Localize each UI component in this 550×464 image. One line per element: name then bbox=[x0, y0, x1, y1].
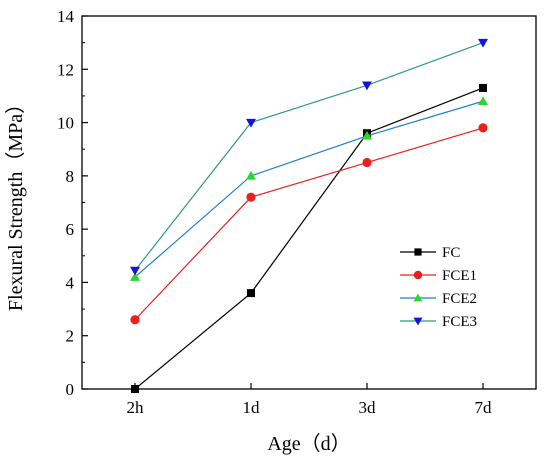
series-fce1 bbox=[130, 123, 488, 325]
legend-item: FCE1 bbox=[400, 268, 477, 284]
y-tick-label: 14 bbox=[57, 7, 75, 26]
data-point bbox=[130, 272, 140, 281]
legend-label: FCE1 bbox=[442, 268, 477, 284]
series-group bbox=[130, 38, 488, 393]
legend-item: FCE2 bbox=[400, 291, 477, 307]
legend: FC FCE1 FCE2 FCE3 bbox=[400, 245, 477, 330]
data-point bbox=[130, 315, 140, 325]
plot-frame bbox=[81, 15, 537, 390]
legend-item: FC bbox=[400, 245, 460, 261]
series-line bbox=[134, 87, 484, 390]
legend-label: FC bbox=[442, 245, 460, 261]
x-axis-ticks: 2h 1d 3d 7d bbox=[127, 383, 493, 417]
legend-label: FCE3 bbox=[442, 314, 477, 330]
data-point bbox=[131, 385, 139, 393]
data-point bbox=[362, 81, 372, 91]
y-tick-label: 2 bbox=[66, 327, 75, 346]
data-point bbox=[479, 83, 487, 92]
y-tick-label: 10 bbox=[57, 114, 74, 133]
legend-marker bbox=[413, 270, 423, 280]
data-point bbox=[478, 38, 488, 48]
y-axis-ticks: 0 2 4 6 8 10 12 14 bbox=[57, 7, 88, 399]
axes bbox=[81, 15, 537, 390]
data-point bbox=[130, 266, 140, 276]
series-fce3 bbox=[130, 38, 488, 276]
series-line bbox=[134, 127, 484, 321]
data-point bbox=[247, 289, 255, 298]
x-tick-label: 3d bbox=[359, 398, 377, 417]
x-tick-label: 2h bbox=[127, 398, 145, 417]
y-tick-label: 0 bbox=[66, 380, 75, 399]
series-line bbox=[134, 42, 484, 271]
legend-marker bbox=[413, 317, 423, 326]
y-tick-label: 12 bbox=[57, 60, 74, 79]
series-fc bbox=[131, 83, 487, 393]
legend-marker bbox=[413, 293, 423, 302]
x-tick-label: 7d bbox=[475, 398, 493, 417]
data-point bbox=[246, 170, 256, 180]
legend-marker bbox=[414, 248, 422, 256]
data-point bbox=[362, 130, 372, 140]
data-point bbox=[362, 157, 372, 168]
data-point bbox=[246, 118, 256, 128]
data-point bbox=[478, 123, 488, 133]
series-fce2 bbox=[130, 96, 488, 281]
x-axis-title: Age（d） bbox=[267, 432, 350, 455]
data-point bbox=[246, 192, 256, 202]
data-point bbox=[478, 96, 488, 106]
y-tick-label: 8 bbox=[66, 167, 75, 186]
y-tick-label: 4 bbox=[66, 273, 75, 292]
legend-label: FCE2 bbox=[442, 291, 477, 307]
x-tick-label: 1d bbox=[243, 398, 261, 417]
legend-item: FCE3 bbox=[400, 314, 477, 330]
y-axis-title: Flexural Strength（MPa） bbox=[4, 94, 27, 311]
series-line bbox=[134, 100, 484, 278]
y-tick-label: 6 bbox=[66, 220, 75, 239]
